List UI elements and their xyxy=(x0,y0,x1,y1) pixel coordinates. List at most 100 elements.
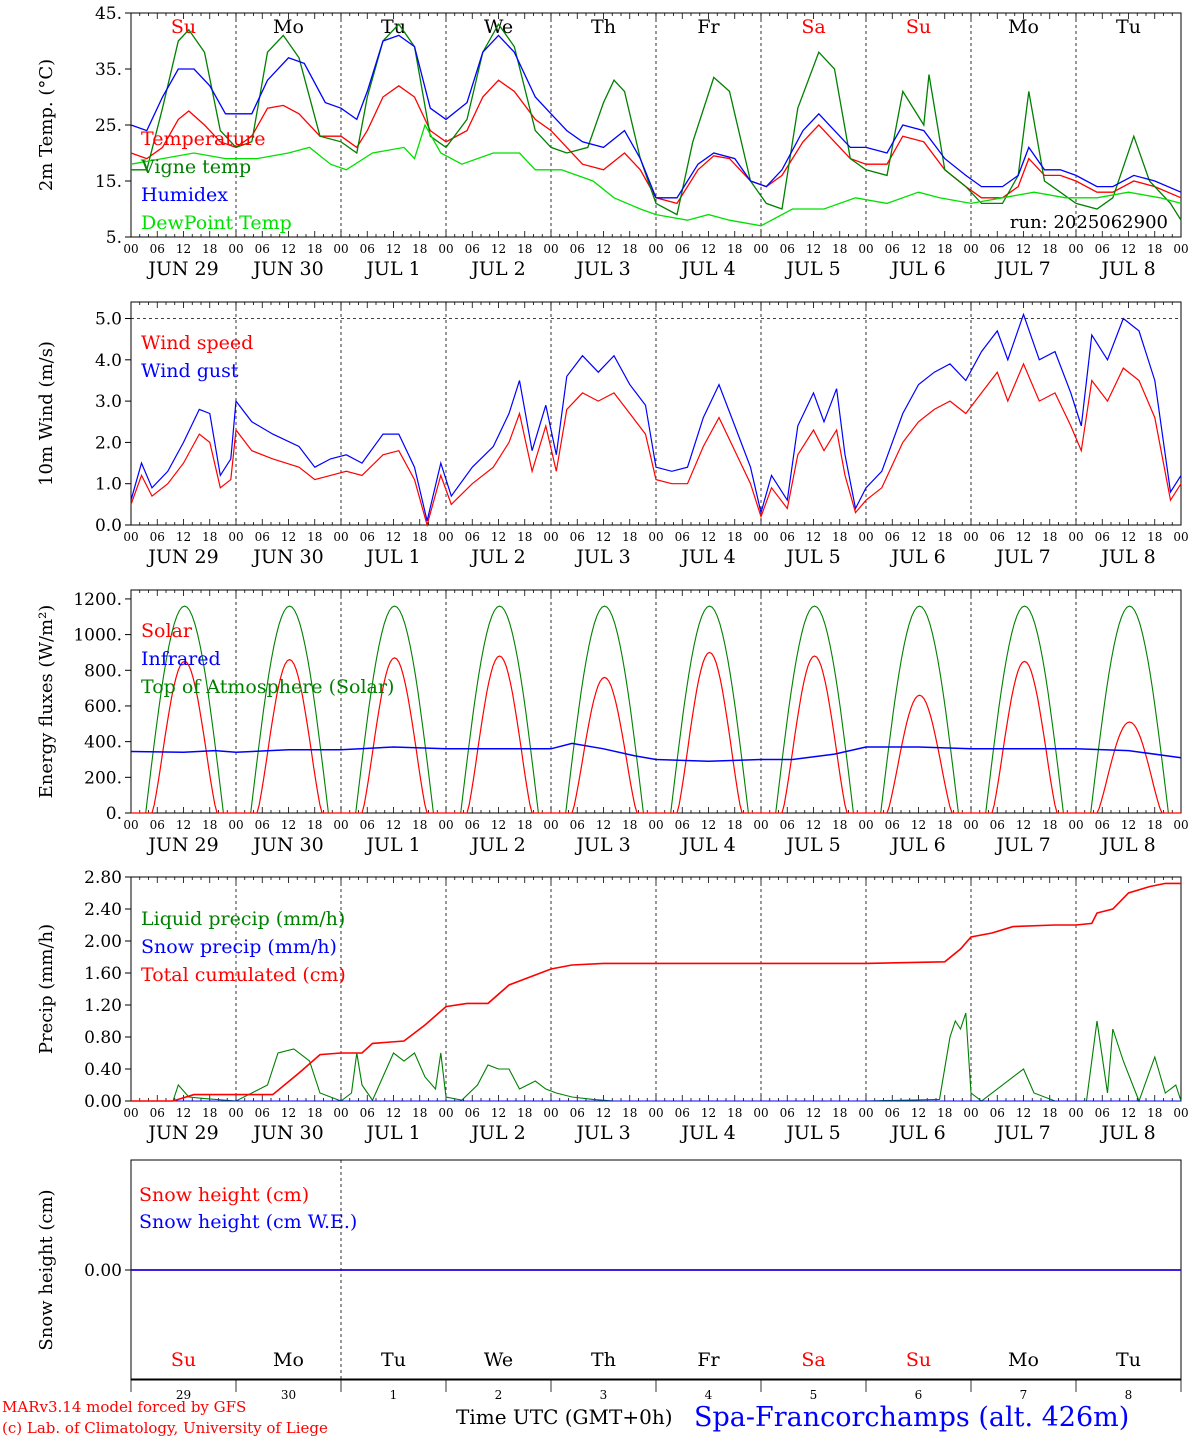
hour-tick-label: 12 xyxy=(911,530,926,544)
hour-tick-label: 00 xyxy=(963,242,978,256)
date-label: JUN 30 xyxy=(251,546,323,568)
weekday-label: Tu xyxy=(1116,16,1141,38)
hour-tick-label: 12 xyxy=(386,818,401,832)
hour-tick-label: 00 xyxy=(333,242,348,256)
hour-tick-label: 06 xyxy=(675,530,690,544)
y-axis-label: 10m Wind (m/s) xyxy=(36,341,57,486)
hour-tick-label: 06 xyxy=(675,818,690,832)
date-label: JUL 8 xyxy=(1099,546,1155,568)
hour-tick-label: 00 xyxy=(963,1106,978,1120)
hour-tick-label: 00 xyxy=(648,530,663,544)
y-tick-label: 1.20 xyxy=(84,996,122,1016)
series-total-cumulated-cm xyxy=(131,882,1181,1102)
hour-tick-label: 18 xyxy=(412,242,427,256)
date-label: JUL 8 xyxy=(1099,258,1155,280)
model-credit-line-1: MARv3.14 model forced by GFS xyxy=(2,1398,247,1416)
series-wind-gust xyxy=(130,312,1182,522)
date-label: JUL 5 xyxy=(784,258,840,280)
series-humidex xyxy=(130,34,1182,199)
hour-tick-label: 06 xyxy=(150,530,165,544)
hour-tick-label: 18 xyxy=(517,530,532,544)
hour-tick-label: 00 xyxy=(438,818,453,832)
hour-tick-label: 00 xyxy=(1173,818,1188,832)
hour-tick-label: 00 xyxy=(858,242,873,256)
date-label: JUL 5 xyxy=(784,834,840,856)
legend-entry: Vigne temp xyxy=(140,156,251,178)
date-label: JUL 2 xyxy=(469,1122,525,1144)
y-tick-label: 2.40 xyxy=(84,900,122,920)
series-infrared xyxy=(130,742,1182,763)
y-axis-label: Snow height (cm) xyxy=(36,1189,57,1350)
date-label: JUL 4 xyxy=(679,834,735,856)
hour-tick-label: 12 xyxy=(386,530,401,544)
hour-tick-label: 18 xyxy=(307,1106,322,1120)
hour-tick-label: 06 xyxy=(885,1106,900,1120)
hour-tick-label: 18 xyxy=(622,530,637,544)
date-label: JUL 4 xyxy=(679,546,735,568)
series-solar-day xyxy=(656,651,761,814)
hour-tick-label: 06 xyxy=(465,530,480,544)
weekday-label: Mo xyxy=(1008,16,1039,38)
hour-tick-label: 00 xyxy=(543,1106,558,1120)
hour-tick-label: 18 xyxy=(727,818,742,832)
hour-tick-label: 18 xyxy=(1042,1106,1057,1120)
hour-tick-label: 00 xyxy=(1173,530,1188,544)
series-solar-day xyxy=(446,655,551,814)
series-solar-day xyxy=(1076,721,1181,814)
hour-tick-label: 00 xyxy=(543,530,558,544)
y-axis-label: 2m Temp. (°C) xyxy=(36,59,57,191)
hour-tick-label: 18 xyxy=(622,1106,637,1120)
panel-3: 0. 200. 400. 600. 800. 1000. 1200. Energy fluxe… xyxy=(36,589,1189,856)
y-tick-label: 3.0 xyxy=(95,392,122,412)
date-label: JUL 8 xyxy=(1099,834,1155,856)
hour-tick-label: 18 xyxy=(832,242,847,256)
y-tick-label: 0.00 xyxy=(84,1261,122,1281)
date-label: JUL 6 xyxy=(889,546,945,568)
hour-tick-label: 12 xyxy=(911,242,926,256)
hour-tick-label: 06 xyxy=(675,242,690,256)
model-credit-line-2: (c) Lab. of Climatology, University of L… xyxy=(2,1419,328,1437)
hour-tick-label: 18 xyxy=(832,818,847,832)
y-tick-label: 400. xyxy=(84,733,122,753)
y-tick-label: 45. xyxy=(95,4,122,24)
hour-tick-label: 12 xyxy=(281,818,296,832)
legend-entry: Snow precip (mm/h) xyxy=(141,936,337,958)
hour-tick-label: 06 xyxy=(1095,818,1110,832)
weekday-label: Th xyxy=(591,1349,616,1371)
hour-tick-label: 00 xyxy=(858,1106,873,1120)
hour-tick-label: 06 xyxy=(990,1106,1005,1120)
hour-tick-label: 00 xyxy=(1068,530,1083,544)
panel-2: 0.0 1.0 2.0 3.0 4.0 5.0 10m Wind (m/s) 00 06 12 18… xyxy=(36,301,1189,568)
hour-tick-label: 12 xyxy=(491,818,506,832)
legend-entry: Total cumulated (cm) xyxy=(141,964,346,986)
date-label: JUL 6 xyxy=(889,258,945,280)
hour-tick-label: 00 xyxy=(123,818,138,832)
day-number-label: 1 xyxy=(390,1388,398,1402)
hour-tick-label: 12 xyxy=(911,818,926,832)
hour-tick-label: 06 xyxy=(255,242,270,256)
y-tick-label: 4.0 xyxy=(95,351,122,371)
hour-tick-label: 00 xyxy=(543,818,558,832)
series-toa-solar-day xyxy=(971,605,1076,814)
y-tick-label: 15. xyxy=(95,172,122,192)
hour-tick-label: 18 xyxy=(202,530,217,544)
y-tick-label: 200. xyxy=(84,768,122,788)
hour-tick-label: 12 xyxy=(491,530,506,544)
hour-tick-label: 18 xyxy=(412,818,427,832)
hour-tick-label: 06 xyxy=(885,530,900,544)
series-toa-solar-day xyxy=(131,605,236,814)
y-tick-label: 1200. xyxy=(73,590,122,610)
date-label: JUL 5 xyxy=(784,546,840,568)
day-number-label: 2 xyxy=(495,1388,503,1402)
date-label: JUN 30 xyxy=(251,258,323,280)
weekday-label: Sa xyxy=(801,1349,825,1371)
y-tick-label: 0.80 xyxy=(84,1028,122,1048)
hour-tick-label: 12 xyxy=(386,1106,401,1120)
hour-tick-label: 06 xyxy=(570,1106,585,1120)
y-tick-label: 5. xyxy=(106,228,122,248)
hour-tick-label: 18 xyxy=(727,530,742,544)
day-number-label: 6 xyxy=(915,1388,923,1402)
hour-tick-label: 12 xyxy=(911,1106,926,1120)
y-tick-label: 25. xyxy=(95,116,122,136)
hour-tick-label: 18 xyxy=(622,242,637,256)
